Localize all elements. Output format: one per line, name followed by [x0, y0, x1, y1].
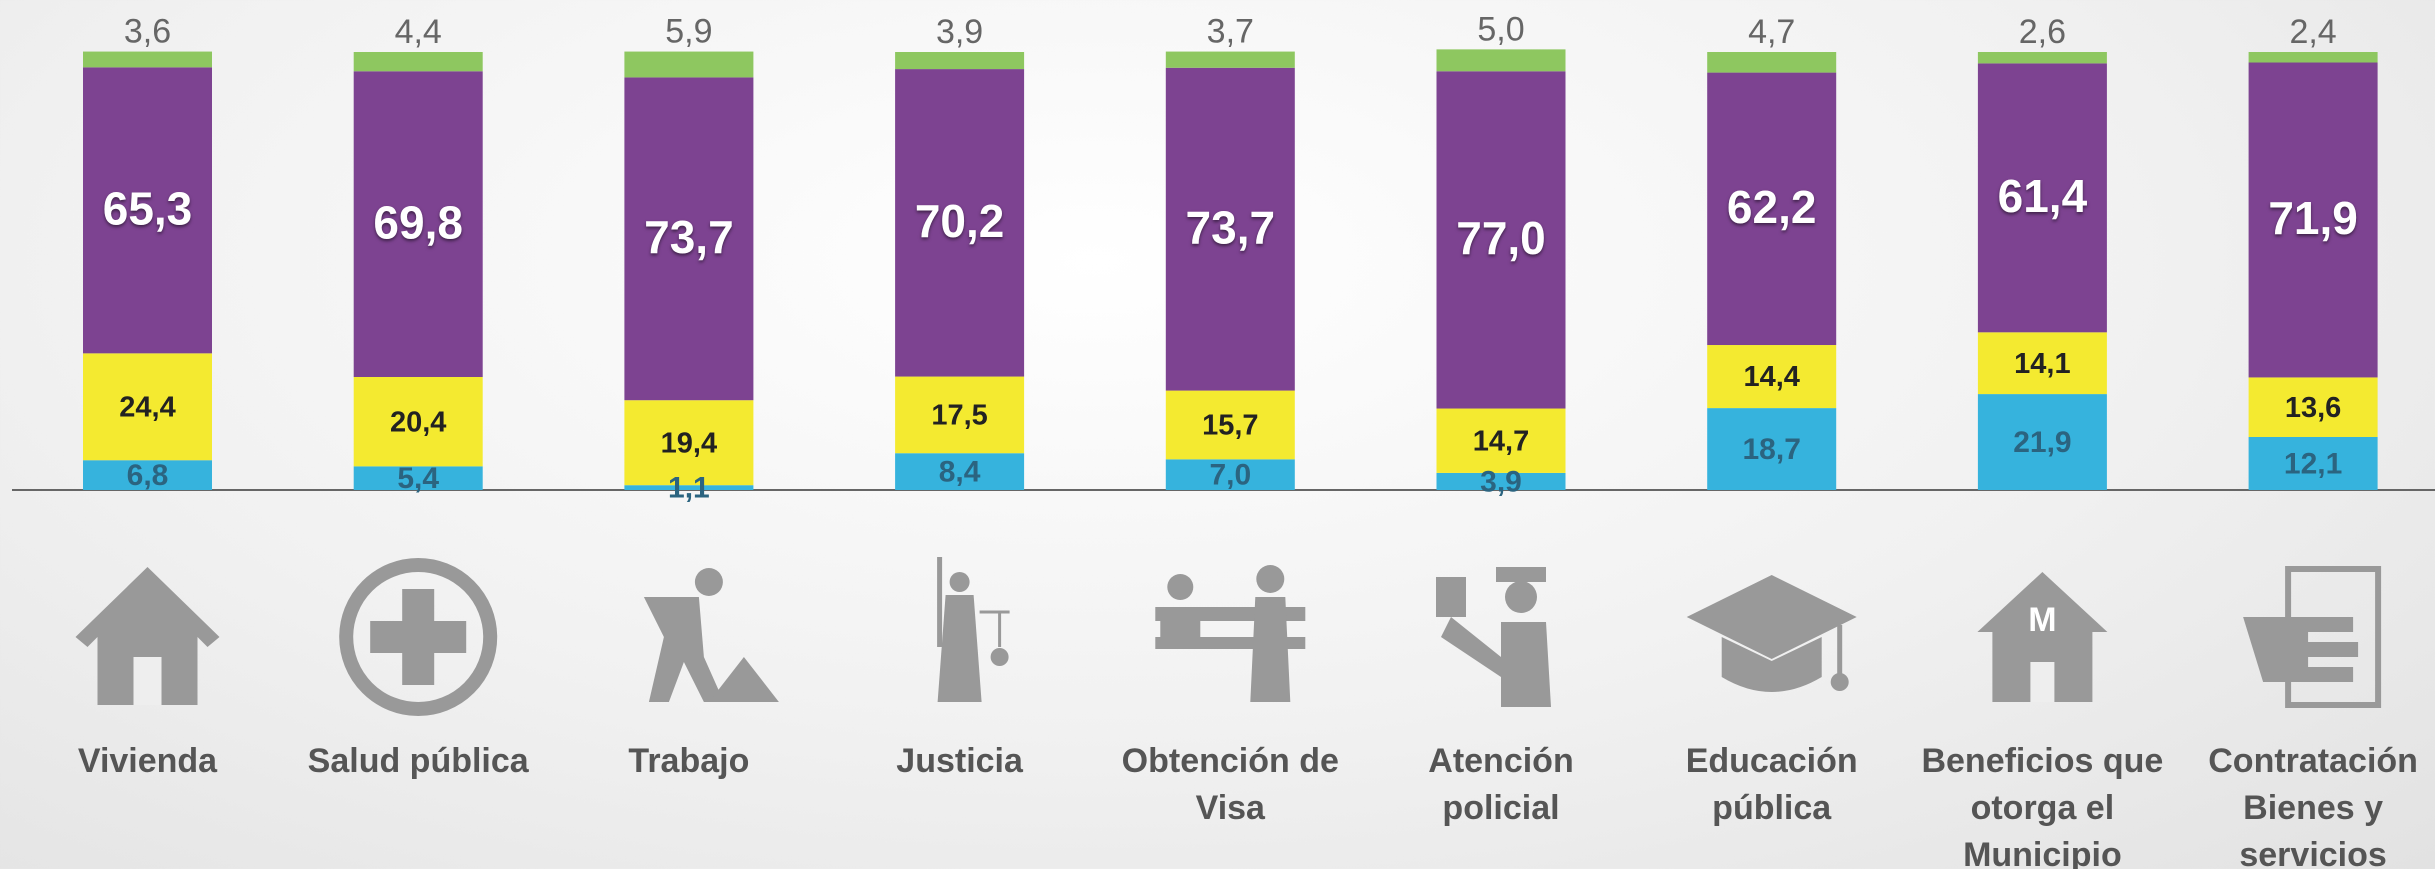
value-label: 3,6	[124, 13, 171, 51]
bar-segment	[1165, 67, 1295, 391]
value-label: 15,7	[1202, 410, 1258, 442]
value-label: 4,7	[1748, 13, 1795, 51]
bar-segment	[895, 52, 1025, 70]
category-icon	[937, 557, 1010, 702]
bar-segment	[895, 376, 1025, 454]
bar-segment	[624, 485, 754, 490]
value-label: 12,1	[2284, 447, 2342, 480]
value-label: 14,7	[1473, 425, 1529, 457]
bar-segment	[895, 453, 1025, 490]
value-label: 8,4	[939, 456, 981, 489]
bar-segment	[624, 77, 754, 401]
category-label: Vivienda	[77, 742, 218, 780]
bar-segment	[1977, 332, 2107, 395]
bar-segment	[1977, 394, 2107, 490]
value-label: 65,3	[103, 182, 193, 234]
bar-segment	[2248, 52, 2378, 63]
bar-segment	[895, 69, 1025, 377]
value-label: 1,1	[668, 472, 710, 505]
value-label: 5,9	[665, 13, 712, 51]
category-icon	[75, 567, 220, 705]
value-label: 3,9	[936, 13, 983, 51]
category-icon	[2243, 566, 2382, 708]
value-label: 7,0	[1209, 459, 1251, 492]
category-icon	[643, 568, 779, 702]
value-label: 17,5	[931, 400, 987, 432]
value-label: 77,0	[1456, 212, 1546, 264]
value-label: 14,4	[1743, 361, 1799, 393]
bar-segment	[2248, 62, 2378, 378]
value-label: 13,6	[2285, 392, 2341, 424]
bar-segment	[1165, 51, 1295, 68]
bar-segment	[1707, 52, 1837, 73]
bar-segment	[624, 400, 754, 486]
category-label: Contratación Bienes y servicios	[2208, 742, 2418, 869]
bar-segment	[1436, 49, 1566, 72]
bar-segment	[1707, 345, 1837, 409]
value-label: 73,7	[1186, 201, 1276, 253]
bar-segment	[1977, 63, 2107, 333]
value-label: 4,4	[395, 13, 442, 51]
category-icon	[339, 558, 498, 716]
bar-segment	[1436, 472, 1566, 490]
bar-segment	[1436, 408, 1566, 473]
bar-segment	[83, 353, 212, 461]
bar-segment	[2248, 437, 2378, 490]
value-label: 73,7	[644, 211, 734, 263]
category-label: Beneficios que otorga el Municipio	[1921, 742, 2164, 869]
bar-segment	[1977, 52, 2107, 64]
category-icon	[1686, 575, 1857, 692]
bar-segment	[353, 376, 483, 467]
value-label: 2,4	[2289, 13, 2336, 51]
value-label: 6,8	[127, 459, 169, 492]
category-icon	[1155, 565, 1306, 702]
value-label: 21,9	[2013, 426, 2071, 459]
bar-segment	[1165, 390, 1295, 460]
bar-segment	[83, 67, 212, 354]
bar-segment	[1707, 408, 1837, 490]
icons: M	[75, 557, 2382, 716]
value-label: 18,7	[1743, 433, 1801, 466]
bar-segment	[1436, 71, 1566, 409]
bar-segment	[1165, 459, 1295, 490]
bar-segment	[2248, 377, 2378, 438]
category-label: Salud pública	[307, 742, 529, 780]
value-label: 5,0	[1477, 10, 1524, 48]
category-label: Obtención de Visa	[1121, 742, 1339, 827]
value-label: 5,4	[397, 462, 439, 495]
value-label: 71,9	[2268, 192, 2358, 244]
category-label: Justicia	[896, 742, 1023, 780]
bar-segment	[353, 71, 483, 377]
bar-segment	[83, 460, 212, 490]
value-label: 24,4	[119, 391, 175, 423]
bar-segment	[353, 52, 483, 72]
category-label: Educación pública	[1685, 742, 1858, 827]
value-label: 61,4	[1998, 170, 2088, 222]
value-label: 62,2	[1727, 181, 1817, 233]
value-label: 69,8	[373, 196, 463, 248]
value-label: 70,2	[915, 195, 1005, 247]
value-label: 3,9	[1480, 465, 1522, 498]
bar-segment	[624, 51, 754, 78]
category-label: Trabajo	[628, 742, 750, 780]
category-icon: M	[1977, 572, 2108, 702]
category-label: Atención policial	[1428, 742, 1574, 827]
icon-glyph: M	[2028, 601, 2056, 639]
value-label: 2,6	[2019, 13, 2066, 51]
bar-segment	[353, 466, 483, 490]
bar-segment	[83, 51, 212, 68]
value-label: 14,1	[2014, 348, 2070, 380]
value-label: 3,7	[1207, 13, 1254, 51]
value-label: 20,4	[390, 406, 446, 438]
value-label: 19,4	[661, 427, 717, 459]
bar-segment	[1707, 72, 1837, 346]
category-icon	[1436, 567, 1551, 707]
